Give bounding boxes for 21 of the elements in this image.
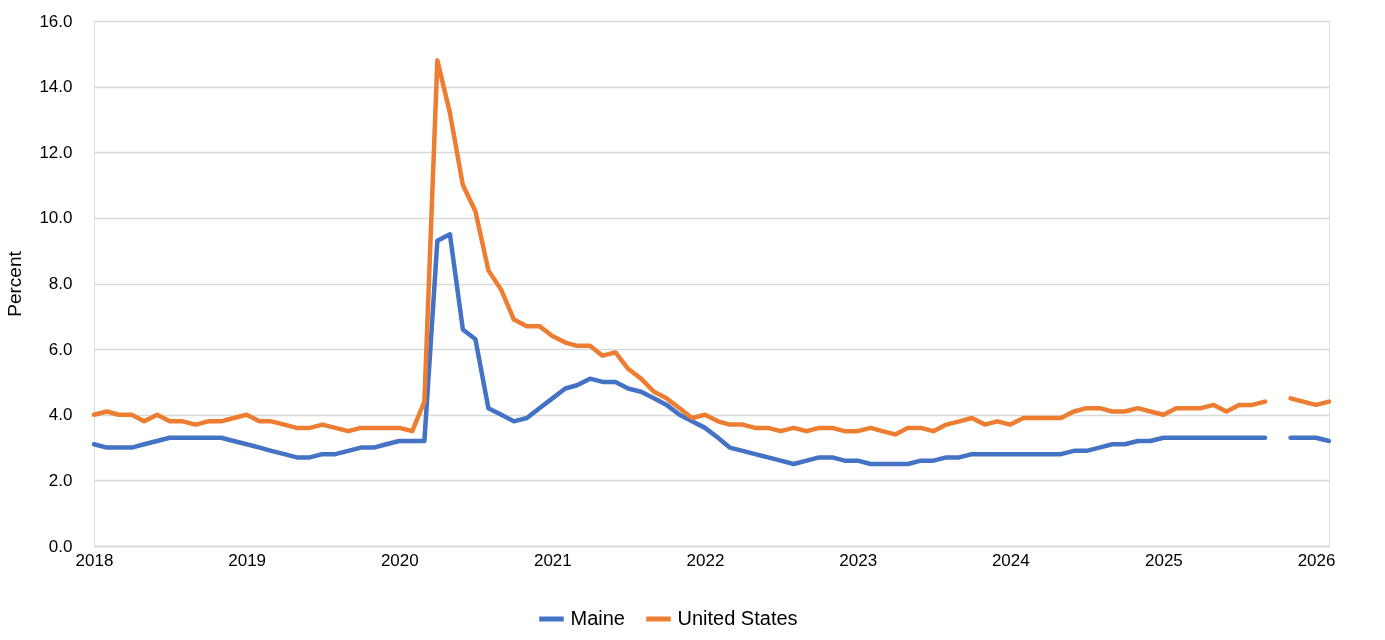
x-tick-label: 2020: [380, 550, 419, 570]
y-tick-label: 4.0: [48, 405, 73, 425]
x-tick-label: 2026: [1297, 550, 1336, 570]
x-tick-label: 2018: [75, 550, 114, 570]
y-tick-label: 6.0: [48, 339, 73, 359]
x-tick-label: 2019: [228, 550, 267, 570]
legend-label: United States: [677, 607, 798, 629]
legend-label: Maine: [570, 607, 625, 629]
y-tick-label: 2.0: [48, 470, 73, 490]
y-tick-label: 16.0: [39, 11, 73, 31]
x-tick-label: 2023: [839, 550, 878, 570]
y-tick-label: 14.0: [39, 77, 73, 97]
y-tick-label: 12.0: [39, 142, 73, 162]
x-tick-label: 2022: [686, 550, 725, 570]
x-tick-label: 2024: [991, 550, 1030, 570]
x-tick-label: 2021: [533, 550, 572, 570]
y-tick-label: 8.0: [48, 274, 73, 293]
y-tick-label: 10.0: [39, 208, 73, 228]
y-tick-label: 0.0: [48, 536, 73, 556]
x-tick-label: 2025: [1144, 550, 1183, 570]
y-axis-title: Percent: [4, 250, 26, 317]
